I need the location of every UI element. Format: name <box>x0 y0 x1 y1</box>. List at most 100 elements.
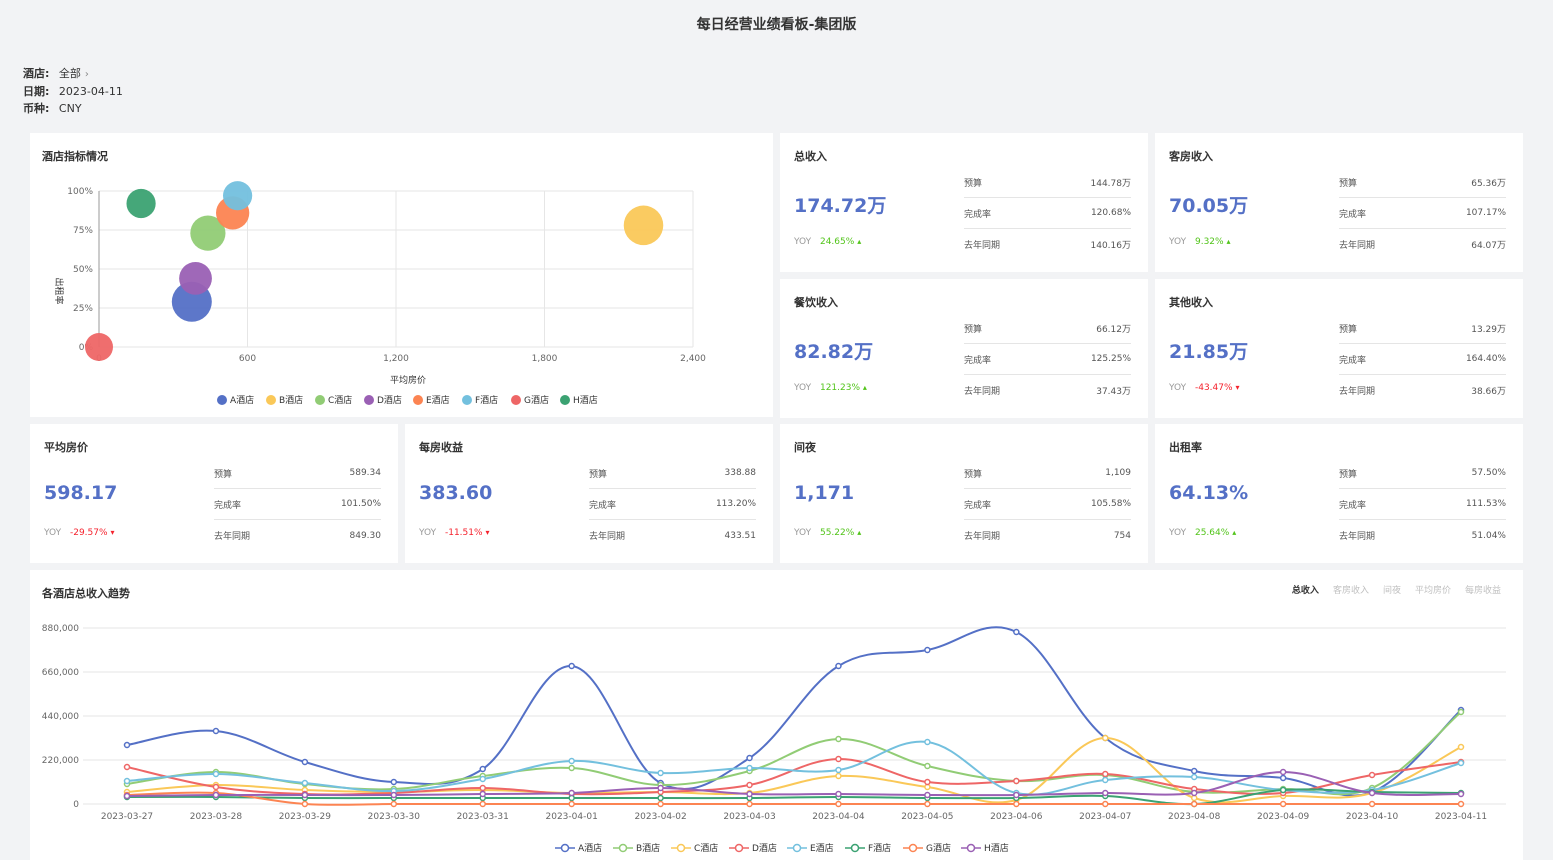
legend-label: C酒店 <box>694 842 718 854</box>
legend-marker <box>734 843 744 853</box>
x-tick-label: 2,400 <box>680 354 706 364</box>
yoy-label: YOY <box>1169 383 1187 393</box>
completion-value: 101.50% <box>340 499 381 509</box>
legend-item[interactable]: G酒店 <box>511 394 549 406</box>
legend-item[interactable]: H酒店 <box>560 394 598 406</box>
kpi-yoy: YOY 9.32% ▴ <box>1169 237 1230 247</box>
series-line <box>126 788 1462 806</box>
yoy-percent: -43.47% <box>1194 383 1233 393</box>
y-tick-label: 75% <box>73 226 93 236</box>
hotel-metrics-title: 酒店指标情况 <box>42 150 108 163</box>
legend-item[interactable]: H酒店 <box>961 842 1009 854</box>
tab-revpar[interactable]: 每房收益 <box>1464 586 1501 596</box>
x-tick-label: 2023-04-10 <box>1346 812 1399 822</box>
yoy-percent: 121.23% <box>819 383 861 393</box>
kpi-last-year-row: 去年同期 37.43万 <box>964 375 1131 406</box>
data-point <box>301 791 309 799</box>
kpi-last-year-row: 去年同期 849.30 <box>214 520 381 551</box>
last-year-label: 去年同期 <box>964 241 1001 251</box>
y-tick-label: 220,000 <box>42 756 79 766</box>
last-year-value: 64.07万 <box>1471 241 1506 251</box>
kpi-value: 383.60 <box>419 482 493 504</box>
x-tick-label: 2023-03-30 <box>368 812 421 822</box>
budget-label: 预算 <box>1339 469 1358 480</box>
legend-item[interactable]: E酒店 <box>413 394 450 406</box>
legend-item[interactable]: E酒店 <box>787 842 834 854</box>
revenue-trend-chart: 0 220,000 440,000 660,000 880,000 2023-03-27 2… <box>42 624 1506 854</box>
data-point <box>1013 628 1020 636</box>
yoy-percent: 24.65% <box>819 237 855 247</box>
bubble-point <box>190 215 226 251</box>
yoy-value: 25.64% ▴ <box>1195 528 1236 538</box>
x-tick-label: 2023-04-02 <box>634 812 686 822</box>
data-point <box>123 777 131 785</box>
revenue-trend-title: 各酒店总收入趋势 <box>42 587 130 600</box>
data-point <box>1190 800 1198 808</box>
kpi-last-year-row: 去年同期 51.04% <box>1339 520 1506 551</box>
completion-label: 完成率 <box>1339 500 1367 511</box>
kpi-value: 174.72万 <box>794 195 887 217</box>
legend-item[interactable]: D酒店 <box>364 394 402 406</box>
last-year-label: 去年同期 <box>1339 387 1376 397</box>
last-year-value: 140.16万 <box>1090 241 1132 251</box>
data-point <box>1279 786 1287 794</box>
completion-label: 完成率 <box>964 209 992 220</box>
x-tick-label: 1,200 <box>383 354 409 364</box>
date-filter[interactable]: 日期: 2023-04-11 <box>23 83 123 100</box>
kpi-completion-row: 完成率 111.53% <box>1339 489 1506 520</box>
y-tick-label: 100% <box>67 187 93 197</box>
tab-average-rate[interactable]: 平均房价 <box>1414 586 1451 596</box>
kpi-card-other-revenue: 其他收入 21.85万 YOY -43.47% ▾ 预算 13.29万 完成率 … <box>1155 279 1523 418</box>
x-tick-label: 2023-04-06 <box>990 812 1043 822</box>
data-point <box>1368 789 1376 797</box>
hotel-filter[interactable]: 酒店: 全部 › <box>23 65 123 83</box>
legend-item[interactable]: F酒店 <box>845 842 891 854</box>
legend-item[interactable]: F酒店 <box>462 394 498 406</box>
data-point <box>123 792 131 800</box>
currency-filter[interactable]: 币种: CNY <box>23 100 123 117</box>
last-year-label: 去年同期 <box>964 532 1001 542</box>
data-point <box>746 790 753 798</box>
kpi-budget-row: 预算 66.12万 <box>964 313 1131 344</box>
legend-item[interactable]: A酒店 <box>217 394 254 406</box>
legend-item[interactable]: B酒店 <box>266 394 303 406</box>
hotel-metrics-card: 酒店指标情况 0%25%50%75%100%06001,2001,8002,40… <box>30 133 773 417</box>
legend-label: G酒店 <box>926 842 951 854</box>
legend-item[interactable]: C酒店 <box>315 394 352 406</box>
tab-room-revenue[interactable]: 客房收入 <box>1332 586 1369 596</box>
legend-marker <box>676 843 686 853</box>
legend-item[interactable]: C酒店 <box>671 842 718 854</box>
arrow-down-icon: ▾ <box>485 528 490 537</box>
kpi-value: 1,171 <box>794 482 855 504</box>
arrow-down-icon: ▾ <box>1235 383 1240 392</box>
legend-item[interactable]: D酒店 <box>729 842 777 854</box>
x-tick-label: 2023-03-27 <box>101 812 153 822</box>
legend-item[interactable]: B酒店 <box>613 842 660 854</box>
y-tick-label: 0 <box>73 800 79 810</box>
legend-label: E酒店 <box>426 394 450 406</box>
x-tick-label: 2023-04-07 <box>1079 812 1131 822</box>
data-point <box>479 800 486 808</box>
data-point <box>746 764 753 772</box>
date-filter-value[interactable]: 2023-04-11 <box>58 85 123 98</box>
kpi-card-total-revenue: 总收入 174.72万 YOY 24.65% ▴ 预算 144.78万 完成率 … <box>780 133 1148 272</box>
budget-value: 1,109 <box>1105 468 1131 478</box>
legend-item[interactable]: A酒店 <box>555 842 602 854</box>
tab-total-revenue[interactable]: 总收入 <box>1291 586 1319 596</box>
bubble-point <box>126 188 156 219</box>
legend-marker <box>966 843 976 853</box>
x-tick-label: 2023-04-04 <box>812 812 865 822</box>
hotel-filter-value[interactable]: 全部 <box>58 67 81 80</box>
legend-marker <box>560 843 570 853</box>
arrow-up-icon: ▴ <box>862 383 867 392</box>
series-line <box>126 736 1462 804</box>
currency-filter-value[interactable]: CNY <box>58 102 82 115</box>
data-point <box>479 790 486 798</box>
tab-room-nights[interactable]: 间夜 <box>1382 586 1401 596</box>
last-year-label: 去年同期 <box>214 532 251 542</box>
chevron-right-icon[interactable]: › <box>84 69 89 80</box>
legend-label: E酒店 <box>810 842 834 854</box>
legend-item[interactable]: G酒店 <box>903 842 951 854</box>
bubble-chart: 0%25%50%75%100%06001,2001,8002,400平均房价出租… <box>53 181 706 406</box>
yoy-value: 24.65% ▴ <box>820 237 861 247</box>
